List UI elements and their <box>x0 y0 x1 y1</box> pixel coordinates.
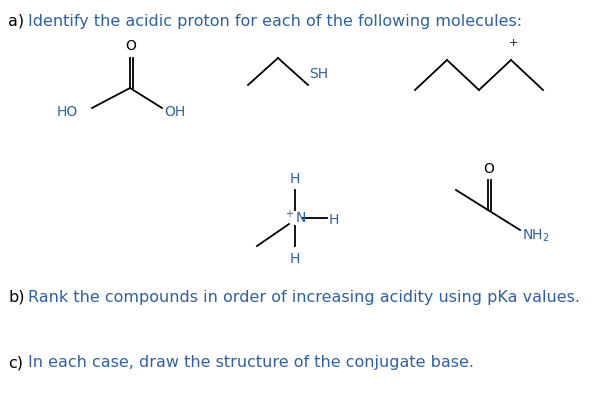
Text: +: + <box>509 38 517 48</box>
Text: NH$_2$: NH$_2$ <box>522 228 549 245</box>
Text: Identify the acidic proton for each of the following molecules:: Identify the acidic proton for each of t… <box>28 14 522 29</box>
Text: $^+$N: $^+$N <box>283 209 307 226</box>
Text: c): c) <box>8 355 23 370</box>
Text: OH: OH <box>164 105 185 119</box>
Text: SH: SH <box>309 67 328 81</box>
Text: b): b) <box>8 290 24 305</box>
Text: Rank the compounds in order of increasing acidity using pKa values.: Rank the compounds in order of increasin… <box>28 290 580 305</box>
Text: HO: HO <box>57 105 78 119</box>
Text: a): a) <box>8 14 24 29</box>
Text: In each case, draw the structure of the conjugate base.: In each case, draw the structure of the … <box>28 355 474 370</box>
Text: H: H <box>329 213 339 227</box>
Text: O: O <box>484 162 494 176</box>
Text: H: H <box>290 252 300 266</box>
Text: O: O <box>126 39 136 53</box>
Text: H: H <box>290 172 300 186</box>
